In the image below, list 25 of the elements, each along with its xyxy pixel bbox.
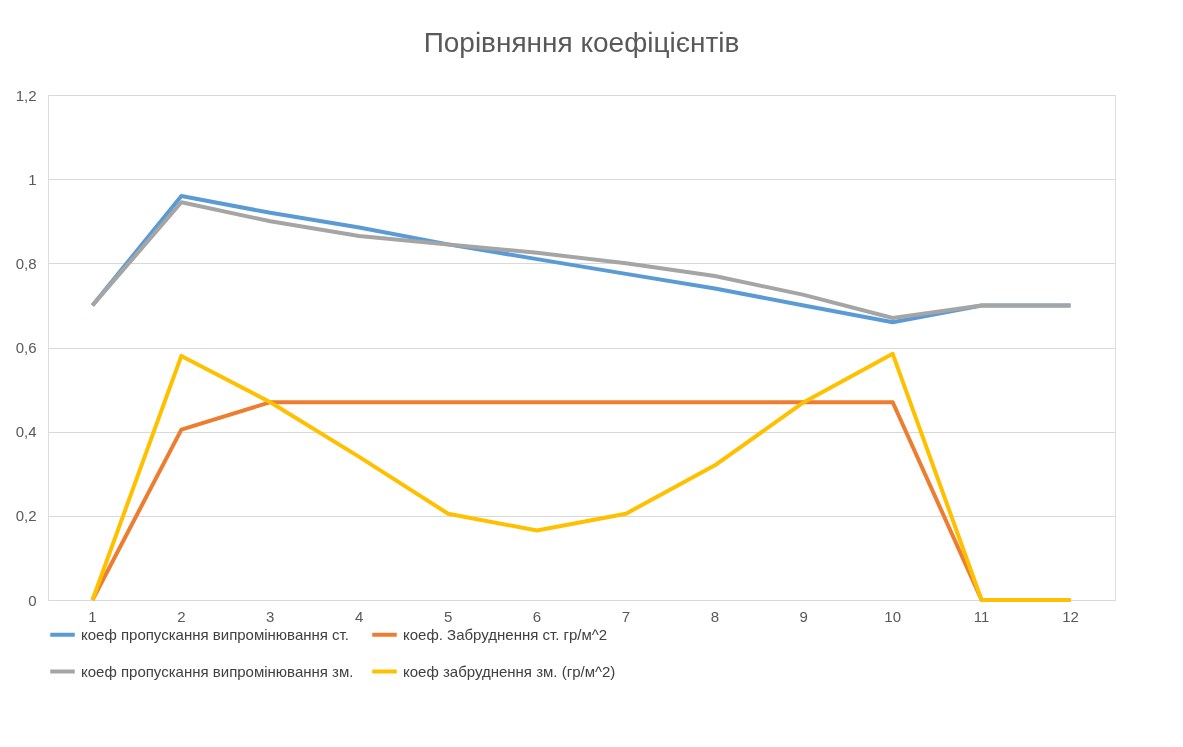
x-tick-label: 8 bbox=[710, 608, 720, 625]
legend-label: коеф пропускання випромінювання зм. bbox=[81, 662, 354, 680]
y-tick-label: 0,8 bbox=[15, 254, 37, 272]
x-tick-label: 2 bbox=[177, 608, 186, 625]
x-tick-label: 5 bbox=[443, 608, 453, 625]
y-tick-label: 0,6 bbox=[15, 339, 37, 356]
x-tick-label: 11 bbox=[973, 608, 990, 625]
x-tick-label: 9 bbox=[799, 608, 808, 625]
legend-label: коеф забруднення зм. (гр/м^2) bbox=[403, 662, 616, 680]
x-tick-label: 6 bbox=[532, 608, 542, 625]
x-tick-label: 3 bbox=[266, 608, 275, 625]
x-tick-label: 1 bbox=[88, 608, 97, 625]
y-tick-label: 0 bbox=[28, 591, 37, 609]
x-tick-label: 7 bbox=[621, 608, 631, 625]
legend-label: коеф. Забруднення ст. гр/м^2 bbox=[403, 625, 608, 643]
x-tick-label: 12 bbox=[1062, 608, 1079, 625]
chart-title: Порівняння коефіцієнтів bbox=[423, 27, 740, 58]
y-tick-label: 1,2 bbox=[15, 86, 37, 104]
x-tick-label: 10 bbox=[884, 608, 902, 625]
y-tick-label: 0,4 bbox=[15, 423, 37, 441]
y-tick-label: 0,2 bbox=[15, 507, 37, 525]
x-tick-label: 4 bbox=[355, 608, 364, 625]
line-series bbox=[90, 351, 1073, 602]
y-tick-label: 1 bbox=[28, 170, 37, 188]
legend-label: коеф пропускання випромінювання ст. bbox=[81, 625, 349, 643]
